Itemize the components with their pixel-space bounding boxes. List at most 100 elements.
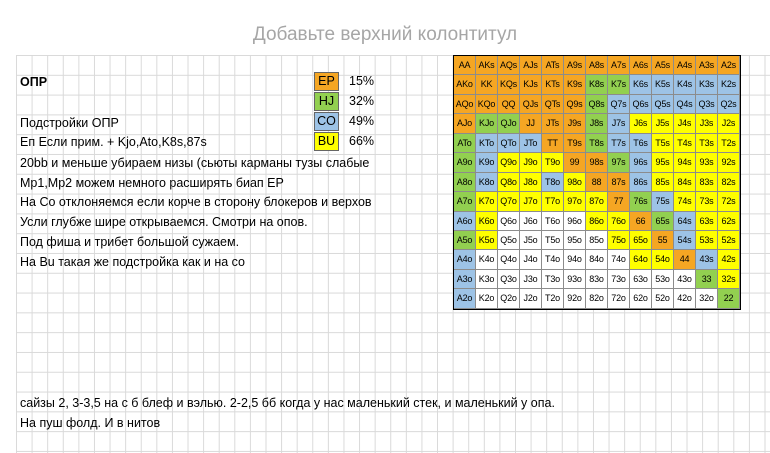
hand-cell[interactable]: AKo xyxy=(454,75,476,95)
hand-cell[interactable]: 62s xyxy=(718,211,740,231)
hand-cell[interactable]: A7o xyxy=(454,192,476,212)
hand-cell[interactable]: Q9o xyxy=(498,153,520,173)
hand-cell[interactable]: Q7s xyxy=(608,94,630,115)
hand-cell[interactable]: A6o xyxy=(454,211,476,231)
hand-cell[interactable]: J6o xyxy=(520,211,542,231)
hand-cell[interactable]: 42s xyxy=(718,250,740,270)
hand-cell[interactable]: 82o xyxy=(586,289,608,309)
hand-cell[interactable]: TT xyxy=(542,133,564,154)
hand-cell[interactable]: T8o xyxy=(542,172,564,193)
hand-cell[interactable]: A2s xyxy=(718,56,740,76)
hand-cell[interactable]: 75s xyxy=(652,192,674,212)
hand-cell[interactable]: J9s xyxy=(564,114,586,134)
hand-cell[interactable]: 94s xyxy=(674,153,696,173)
hand-cell[interactable]: 96o xyxy=(564,211,586,231)
hand-cell[interactable]: 63o xyxy=(630,269,652,290)
hand-cell[interactable]: KQs xyxy=(498,75,520,95)
hand-cell[interactable]: 44 xyxy=(674,250,696,270)
hand-cell[interactable]: 87o xyxy=(586,192,608,212)
hand-cell[interactable]: K4o xyxy=(476,250,498,270)
hand-cell[interactable]: 92o xyxy=(564,289,586,309)
hand-cell[interactable]: K7o xyxy=(476,192,498,212)
hand-cell[interactable]: 64s xyxy=(674,211,696,231)
hand-cell[interactable]: KJs xyxy=(520,75,542,95)
hand-cell[interactable]: T7o xyxy=(542,192,564,212)
hand-cell[interactable]: 98s xyxy=(586,153,608,173)
hand-cell[interactable]: 63s xyxy=(696,211,718,231)
hand-cell[interactable]: J4o xyxy=(520,250,542,270)
hand-cell[interactable]: 73o xyxy=(608,269,630,290)
hand-cell[interactable]: K3o xyxy=(476,269,498,290)
hand-cell[interactable]: QTs xyxy=(542,94,564,115)
hand-cell[interactable]: A4o xyxy=(454,250,476,270)
hand-cell[interactable]: 86o xyxy=(586,211,608,231)
hand-cell[interactable]: A5o xyxy=(454,230,476,251)
hand-cell[interactable]: A4s xyxy=(674,56,696,76)
hand-cell[interactable]: 43s xyxy=(696,250,718,270)
hand-cell[interactable]: KTs xyxy=(542,75,564,95)
hand-cell[interactable]: T6o xyxy=(542,211,564,231)
hand-cell[interactable]: T2s xyxy=(718,133,740,154)
hand-cell[interactable]: Q2s xyxy=(718,94,740,115)
hand-cell[interactable]: ATo xyxy=(454,133,476,154)
hand-cell[interactable]: 97o xyxy=(564,192,586,212)
hand-cell[interactable]: Q5o xyxy=(498,230,520,251)
hand-cell[interactable]: T7s xyxy=(608,133,630,154)
hand-cell[interactable]: K6o xyxy=(476,211,498,231)
hand-cell[interactable]: JTo xyxy=(520,133,542,154)
hand-cell[interactable]: 84s xyxy=(674,172,696,193)
hand-cell[interactable]: 96s xyxy=(630,153,652,173)
hand-cell[interactable]: 94o xyxy=(564,250,586,270)
hand-cell[interactable]: K7s xyxy=(608,75,630,95)
hand-cell[interactable]: A6s xyxy=(630,56,652,76)
hand-cell[interactable]: 92s xyxy=(718,153,740,173)
hand-cell[interactable]: 82s xyxy=(718,172,740,193)
hand-cell[interactable]: A3o xyxy=(454,269,476,290)
hand-cell[interactable]: KK xyxy=(476,75,498,95)
hand-cell[interactable]: K2o xyxy=(476,289,498,309)
hand-cell[interactable]: A5s xyxy=(652,56,674,76)
hand-cell[interactable]: Q2o xyxy=(498,289,520,309)
hand-cell[interactable]: 55 xyxy=(652,230,674,251)
hand-cell[interactable]: K4s xyxy=(674,75,696,95)
hand-cell[interactable]: AQs xyxy=(498,56,520,76)
hand-cell[interactable]: T8s xyxy=(586,133,608,154)
hand-cell[interactable]: J3o xyxy=(520,269,542,290)
hand-cell[interactable]: 76s xyxy=(630,192,652,212)
hand-cell[interactable]: JTs xyxy=(542,114,564,134)
hand-cell[interactable]: Q4s xyxy=(674,94,696,115)
hand-cell[interactable]: A7s xyxy=(608,56,630,76)
hand-cell[interactable]: AQo xyxy=(454,94,476,115)
hand-cell[interactable]: 85s xyxy=(652,172,674,193)
hand-cell[interactable]: 95s xyxy=(652,153,674,173)
hand-cell[interactable]: QJs xyxy=(520,94,542,115)
hand-cell[interactable]: 75o xyxy=(608,230,630,251)
hand-cell[interactable]: A9o xyxy=(454,153,476,173)
hand-cell[interactable]: Q4o xyxy=(498,250,520,270)
hand-cell[interactable]: A9s xyxy=(564,56,586,76)
hand-cell[interactable]: A2o xyxy=(454,289,476,309)
hand-cell[interactable]: 95o xyxy=(564,230,586,251)
hand-cell[interactable]: 98o xyxy=(564,172,586,193)
hand-cell[interactable]: AJo xyxy=(454,114,476,134)
hand-cell[interactable]: Q8o xyxy=(498,172,520,193)
hand-cell[interactable]: 73s xyxy=(696,192,718,212)
hand-cell[interactable]: 99 xyxy=(564,153,586,173)
hand-cell[interactable]: J8s xyxy=(586,114,608,134)
hand-cell[interactable]: 52s xyxy=(718,230,740,251)
hand-cell[interactable]: 88 xyxy=(586,172,608,193)
hand-cell[interactable]: 64o xyxy=(630,250,652,270)
hand-cell[interactable]: K8o xyxy=(476,172,498,193)
hand-cell[interactable]: 77 xyxy=(608,192,630,212)
hand-cell[interactable]: ATs xyxy=(542,56,564,76)
hand-cell[interactable]: T4s xyxy=(674,133,696,154)
hand-cell[interactable]: QQ xyxy=(498,94,520,115)
hand-cell[interactable]: 43o xyxy=(674,269,696,290)
hand-cell[interactable]: J3s xyxy=(696,114,718,134)
hand-cell[interactable]: Q6o xyxy=(498,211,520,231)
hand-cell[interactable]: T9s xyxy=(564,133,586,154)
hand-cell[interactable]: J2s xyxy=(718,114,740,134)
hand-cell[interactable]: T3s xyxy=(696,133,718,154)
hand-cell[interactable]: J8o xyxy=(520,172,542,193)
hand-cell[interactable]: K6s xyxy=(630,75,652,95)
